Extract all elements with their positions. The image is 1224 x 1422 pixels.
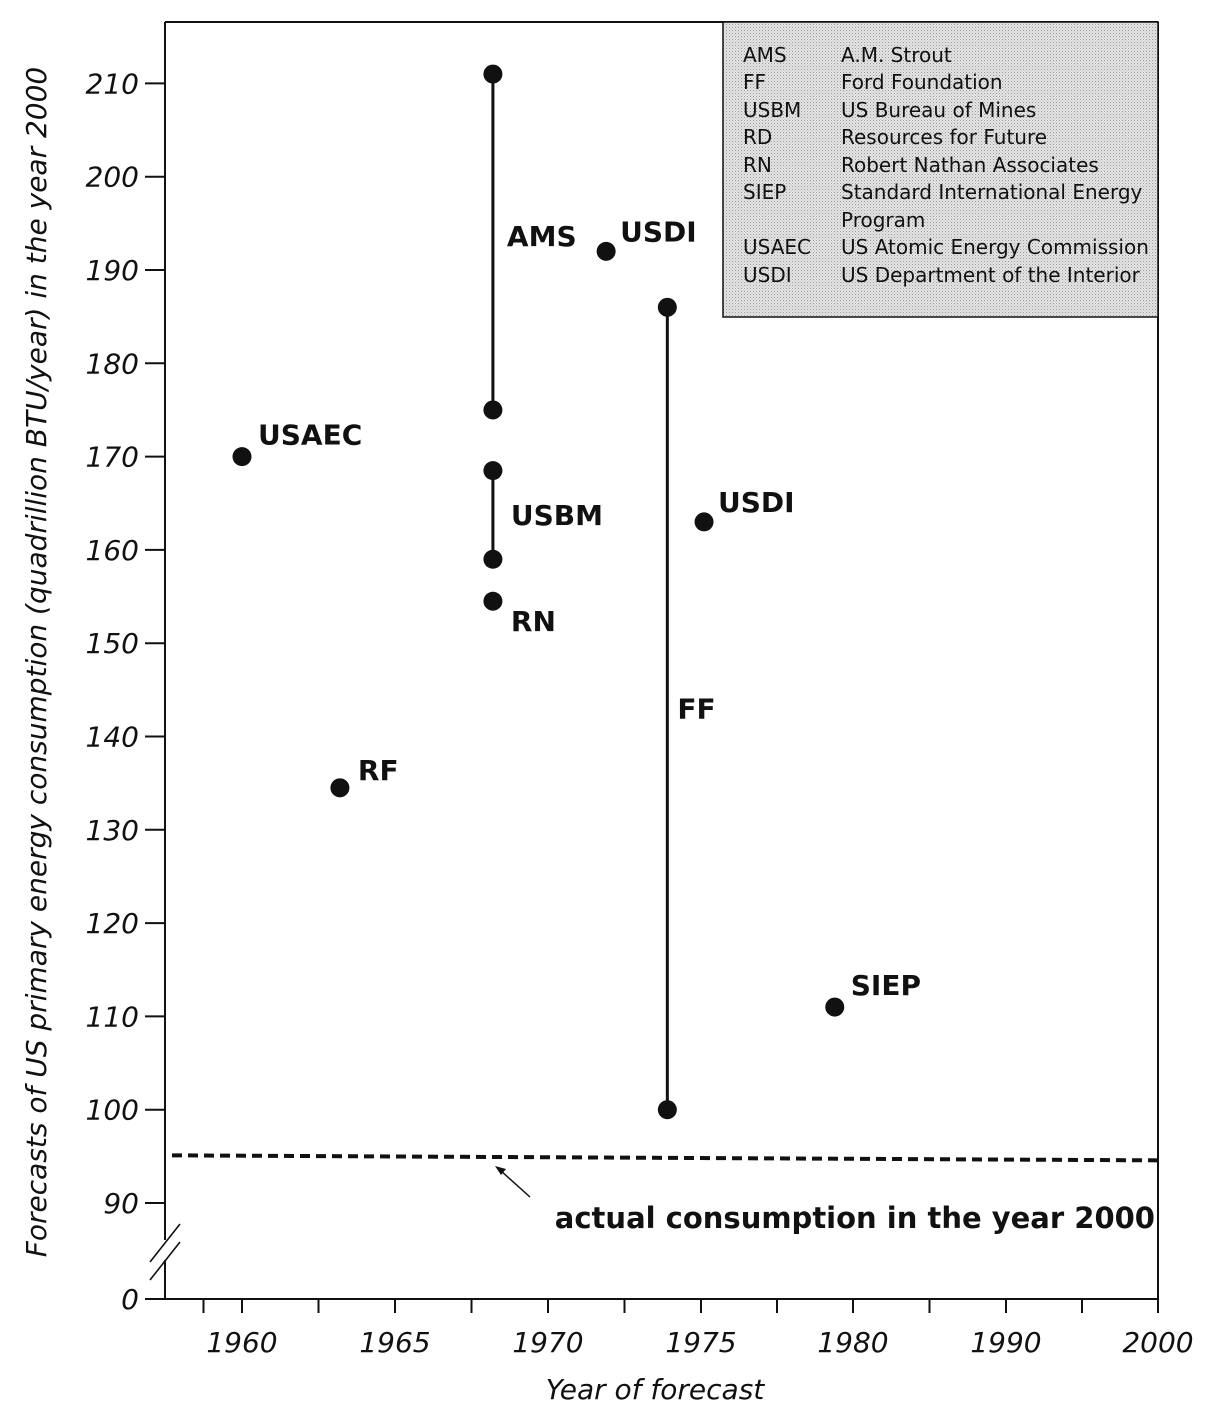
annotation-arrow-head	[495, 1166, 506, 1175]
y-tick-label-0: 0	[121, 1283, 139, 1316]
y-tick-label-150: 150	[86, 627, 139, 660]
y-tick-label-170: 170	[86, 441, 139, 474]
x-tick-label-1960: 1960	[206, 1326, 277, 1359]
x-tick-label-1990: 1990	[970, 1326, 1041, 1359]
axis-break-mark	[149, 1223, 181, 1281]
legend-name-ff: Ford Foundation	[841, 70, 1003, 94]
actual-consumption-line	[171, 1153, 1159, 1163]
point-rn-2	[483, 591, 503, 611]
point-label-usdi-4: USDI	[718, 486, 795, 519]
range-label-ff: FF	[677, 693, 715, 726]
y-axis-title: Forecasts of US primary energy consumpti…	[20, 67, 53, 1257]
annotation-arrow-shaft	[499, 1169, 531, 1198]
y-tick-label-160: 160	[86, 534, 139, 567]
x-axis-ticks: 1960 1965 1970 1975 1980 1990 2000	[202, 1299, 1194, 1359]
legend-name-rn: Robert Nathan Associates	[841, 153, 1099, 177]
legend-name-siep-cont: Program	[841, 208, 925, 232]
range-point-low-ams	[483, 400, 503, 420]
y-tick-label-130: 130	[86, 814, 139, 847]
point-usdi-4	[694, 512, 714, 532]
point-rf-1	[330, 778, 350, 798]
x-tick-label-1965: 1965	[359, 1326, 430, 1359]
y-tick-label-200: 200	[86, 161, 139, 194]
range-point-high-usbm	[483, 461, 503, 481]
x-axis-title: Year of forecast	[546, 1373, 766, 1406]
range-point-high-ams	[483, 64, 503, 84]
x-tick-label-1975: 1975	[665, 1326, 736, 1359]
range-label-ams: AMS	[507, 220, 577, 253]
legend-box	[722, 21, 1159, 318]
point-label-rn-2: RN	[511, 605, 556, 638]
legend-abbr-usdi: USDI	[743, 263, 792, 287]
x-tick-label-2000: 2000	[1122, 1326, 1193, 1359]
point-label-siep-5: SIEP	[851, 969, 921, 1002]
y-tick-label-110: 110	[86, 1000, 139, 1033]
y-tick-label-210: 210	[86, 67, 139, 100]
legend-abbr-ams: AMS	[743, 43, 787, 67]
point-usaec-0	[232, 447, 252, 467]
y-tick-label-120: 120	[86, 907, 139, 940]
point-label-usdi-3: USDI	[620, 215, 697, 248]
legend-abbr-usbm: USBM	[743, 98, 801, 122]
legend-name-usbm: US Bureau of Mines	[841, 98, 1036, 122]
x-tick-label-1980: 1980	[817, 1326, 888, 1359]
legend-name-ams: A.M. Strout	[841, 43, 952, 67]
point-usdi-3	[596, 241, 616, 261]
legend-name-usaec: US Atomic Energy Commission	[841, 235, 1149, 259]
y-tick-label-190: 190	[86, 254, 139, 287]
range-label-usbm: USBM	[511, 499, 603, 532]
legend-abbr-siep: SIEP	[743, 180, 786, 204]
y-tick-label-100: 100	[86, 1094, 139, 1127]
range-point-high-ff	[657, 297, 677, 317]
x-tick-label-1970: 1970	[512, 1326, 583, 1359]
point-group: USAEC RF RN USDI USDI SIEP	[232, 215, 921, 1017]
y-tick-label-140: 140	[86, 721, 139, 754]
legend-abbr-usaec: USAEC	[743, 235, 811, 259]
y-tick-label-180: 180	[86, 347, 139, 380]
legend-abbr-ff: FF	[743, 70, 766, 94]
y-axis-ticks: 0 90 100 110 120 130 140 150 160 170 180 190 200 210	[86, 67, 165, 1316]
point-label-usaec-0: USAEC	[258, 419, 362, 452]
legend-name-rd: Resources for Future	[841, 125, 1047, 149]
legend-name-siep: Standard International Energy	[841, 180, 1143, 204]
y-tick-label-90: 90	[103, 1187, 139, 1220]
point-siep-5	[825, 997, 845, 1017]
range-point-low-ff	[657, 1100, 677, 1120]
legend-abbr-rd: RD	[743, 125, 772, 149]
range-group: AMS USBM FF	[483, 64, 716, 1120]
legend-abbr-rn: RN	[743, 153, 772, 177]
actual-consumption-label: actual consumption in the year 2000	[555, 1201, 1155, 1235]
legend-name-usdi: US Department of the Interior	[841, 263, 1141, 287]
point-label-rf-1: RF	[358, 754, 399, 787]
legend: AMS A.M. Strout FF Ford Foundation USBM …	[722, 21, 1159, 318]
range-point-low-usbm	[483, 549, 503, 569]
